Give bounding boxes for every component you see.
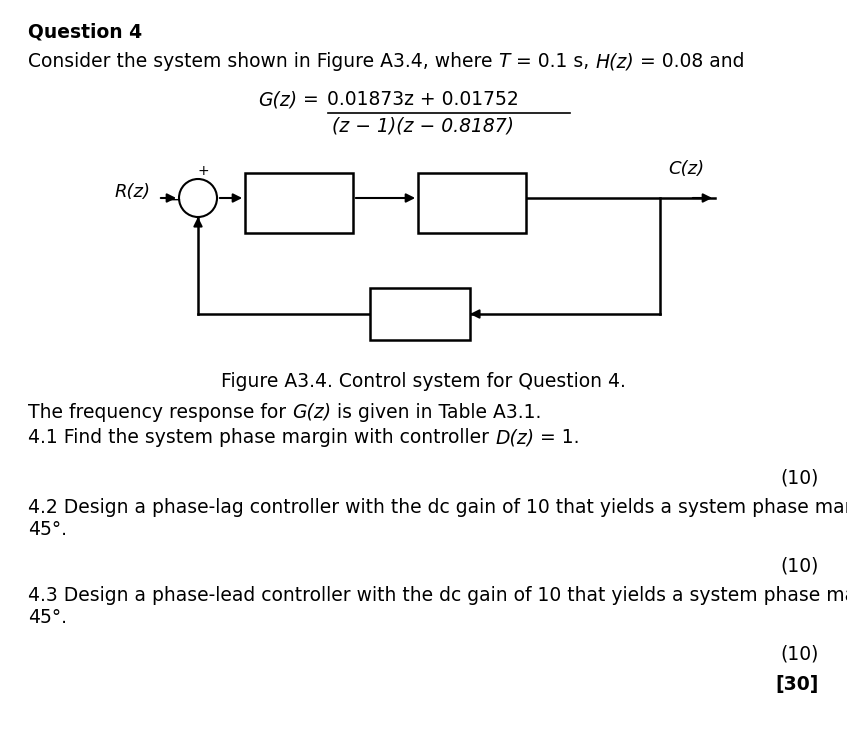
Text: +: + [197,164,209,178]
Text: The frequency response for: The frequency response for [28,403,292,422]
Text: 45°.: 45°. [28,520,67,539]
Text: (10): (10) [781,468,819,487]
Text: G(z): G(z) [258,90,297,109]
Text: is given in Table A3.1.: is given in Table A3.1. [331,403,541,422]
Bar [418,173,526,233]
Text: 4.3 Design a phase-lead controller with the dc gain of 10 that yields a system p: 4.3 Design a phase-lead controller with … [28,586,847,605]
Text: 45°.: 45°. [28,608,67,627]
Text: 4.1 Find the system phase margin with controller: 4.1 Find the system phase margin with co… [28,428,495,447]
Text: (10): (10) [781,645,819,664]
Bar [245,173,353,233]
Bar [370,288,470,340]
Text: Consider the system shown in Figure A3.4, where: Consider the system shown in Figure A3.4… [28,52,499,71]
Text: C(z): C(z) [668,160,704,178]
Text: R(z): R(z) [115,183,151,201]
Text: −: − [167,191,181,209]
Text: [30]: [30] [776,675,819,694]
Text: D(z): D(z) [495,428,534,447]
Text: D(z): D(z) [280,194,318,212]
Text: = 1.: = 1. [534,428,579,447]
Text: =: = [297,90,325,109]
Text: G(z): G(z) [292,403,331,422]
Text: 4.2 Design a phase-lag controller with the dc gain of 10 that yields a system ph: 4.2 Design a phase-lag controller with t… [28,498,847,517]
Text: = 0.08 and: = 0.08 and [634,52,745,71]
Text: G(z): G(z) [453,194,490,212]
Text: (10): (10) [781,557,819,576]
Text: Figure A3.4. Control system for Question 4.: Figure A3.4. Control system for Question… [220,372,625,391]
Text: H(z): H(z) [401,305,439,323]
Text: (z − 1)(z − 0.8187): (z − 1)(z − 0.8187) [332,116,514,135]
Text: = 0.1 s,: = 0.1 s, [510,52,595,71]
Text: T: T [499,52,510,71]
Text: H(z): H(z) [595,52,634,71]
Text: 0.01873z + 0.01752: 0.01873z + 0.01752 [327,90,519,109]
Text: Question 4: Question 4 [28,22,142,41]
